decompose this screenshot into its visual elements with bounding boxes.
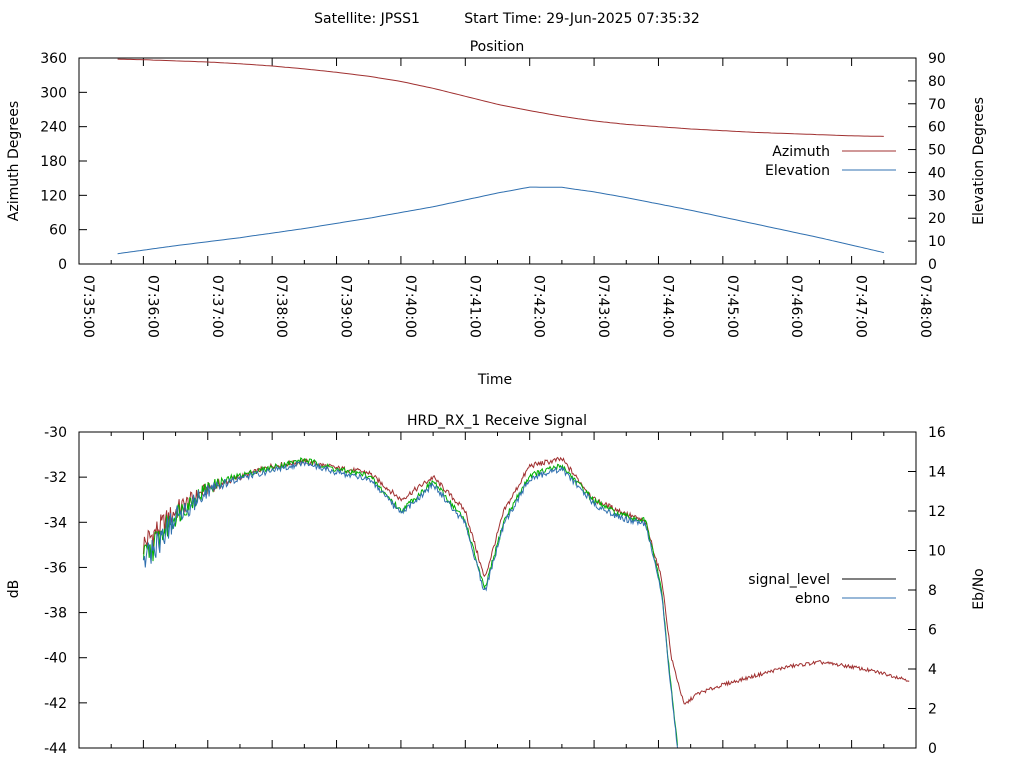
x-tick-label: 07:44:00	[659, 275, 675, 338]
x-tick-label: 07:36:00	[144, 275, 160, 338]
ebno-green-series-line	[142, 457, 678, 746]
satellite-label: Satellite: JPSS1	[314, 11, 420, 27]
signal-level-series-line	[142, 456, 910, 705]
y-tick-label: -44	[44, 741, 67, 757]
position-chart-title: Position	[470, 39, 525, 55]
y2-tick-label: 80	[928, 74, 946, 90]
x-tick-label: 07:42:00	[531, 275, 547, 338]
y2-tick-label: 90	[928, 51, 946, 67]
y2-tick-label: 0	[928, 741, 937, 757]
y-tick-label: -40	[44, 651, 67, 667]
position-plot-area: 0 60 120 180 240 300 360 0 10 20 30 40 50 60 70 80 90 07:…	[40, 51, 946, 338]
y2-tick-label: 0	[928, 257, 937, 273]
position-y-axis-label: Azimuth Degrees	[6, 101, 22, 221]
position-plot-frame	[78, 57, 917, 265]
position-chart: Position Azimuth Degrees Elevation Degre…	[6, 39, 987, 388]
position-x-axis-label: Time	[477, 372, 512, 388]
legend-label-azimuth: Azimuth	[772, 144, 830, 160]
y2-tick-label: 20	[928, 211, 946, 227]
signal-plot-frame	[78, 431, 917, 749]
x-tick-label: 07:35:00	[80, 275, 96, 338]
x-tick-label: 07:47:00	[853, 275, 869, 338]
y2-tick-label: 8	[928, 583, 937, 599]
start-time-label: Start Time: 29-Jun-2025 07:35:32	[464, 11, 700, 27]
x-tick-label: 07:41:00	[466, 275, 482, 338]
signal-legend: signal_level ebno	[748, 572, 896, 607]
y2-tick-label: 16	[928, 425, 946, 441]
azimuth-series-line	[117, 58, 884, 137]
y2-tick-label: 40	[928, 165, 946, 181]
y2-tick-label: 10	[928, 544, 946, 560]
y2-tick-label: 12	[928, 504, 946, 520]
y-tick-label: 360	[40, 51, 67, 67]
signal-y2-axis-label: Eb/No	[971, 568, 987, 610]
x-tick-label: 07:48:00	[917, 275, 933, 338]
y2-tick-label: 14	[928, 465, 946, 481]
elevation-series-line	[117, 186, 884, 255]
legend-label-elevation: Elevation	[765, 163, 830, 179]
y-tick-label: -42	[44, 696, 67, 712]
legend-label-ebno: ebno	[795, 591, 830, 607]
x-tick-label: 07:39:00	[338, 275, 354, 338]
x-tick-label: 07:37:00	[209, 275, 225, 338]
position-legend: Azimuth Elevation	[765, 144, 896, 179]
x-tick-label: 07:46:00	[788, 275, 804, 338]
y-tick-label: 240	[40, 120, 67, 136]
y-tick-label: 300	[40, 85, 67, 101]
y2-tick-label: 2	[928, 702, 937, 718]
y-tick-label: -36	[44, 560, 67, 576]
x-tick-label: 07:40:00	[402, 275, 418, 338]
y2-tick-label: 50	[928, 143, 946, 159]
y2-tick-label: 60	[928, 120, 946, 136]
y2-tick-label: 4	[928, 662, 937, 678]
x-tick-label: 07:38:00	[273, 275, 289, 338]
y-tick-label: -30	[44, 425, 67, 441]
position-y2-axis-label: Elevation Degrees	[971, 97, 987, 225]
signal-chart: HRD_RX_1 Receive Signal dB Eb/No -44-42-…	[6, 413, 987, 757]
x-tick-label: 07:45:00	[724, 275, 740, 338]
y2-tick-label: 70	[928, 97, 946, 113]
y2-tick-label: 6	[928, 623, 937, 639]
y-tick-label: -38	[44, 606, 67, 622]
y2-tick-label: 30	[928, 188, 946, 204]
y-tick-label: 60	[49, 223, 67, 239]
y-tick-label: 0	[58, 257, 67, 273]
signal-plot-area: -44 -42 -40 -38 -36 -34 -32 -30 0 2 4 6 8 10 12 14 16	[44, 425, 946, 757]
signal-y-axis-label: dB	[6, 580, 22, 599]
y2-tick-label: 10	[928, 234, 946, 250]
y-tick-label: -34	[44, 515, 67, 531]
y-tick-label: 180	[40, 154, 67, 170]
y-tick-label: 120	[40, 188, 67, 204]
ebno-series-line	[142, 460, 678, 748]
y-tick-label: -32	[44, 470, 67, 486]
signal-chart-title: HRD_RX_1 Receive Signal	[407, 413, 587, 429]
x-tick-label: 07:43:00	[595, 275, 611, 338]
legend-label-signal-level: signal_level	[748, 572, 830, 588]
